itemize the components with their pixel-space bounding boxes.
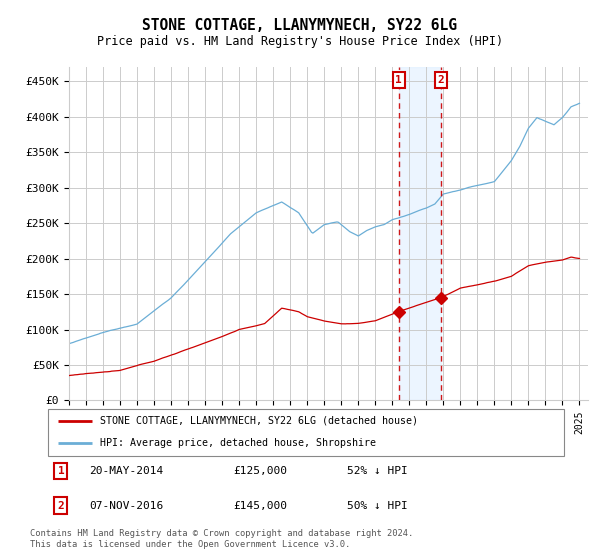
Text: £125,000: £125,000 [234,466,288,476]
Bar [399,67,441,400]
Text: 50% ↓ HPI: 50% ↓ HPI [347,501,408,511]
Text: STONE COTTAGE, LLANYMYNECH, SY22 6LG (detached house): STONE COTTAGE, LLANYMYNECH, SY22 6LG (de… [100,416,418,426]
Text: STONE COTTAGE, LLANYMYNECH, SY22 6LG: STONE COTTAGE, LLANYMYNECH, SY22 6LG [143,18,458,33]
Text: HPI: Average price, detached house, Shropshire: HPI: Average price, detached house, Shro… [100,438,376,448]
Text: Contains HM Land Registry data © Crown copyright and database right 2024.
This d: Contains HM Land Registry data © Crown c… [30,529,413,549]
Text: 1: 1 [395,75,402,85]
Text: 2: 2 [58,501,64,511]
Text: 2: 2 [437,75,444,85]
FancyBboxPatch shape [48,409,564,456]
Text: 20-MAY-2014: 20-MAY-2014 [89,466,164,476]
Text: £145,000: £145,000 [234,501,288,511]
Text: 1: 1 [58,466,64,476]
Text: 52% ↓ HPI: 52% ↓ HPI [347,466,408,476]
Text: 07-NOV-2016: 07-NOV-2016 [89,501,164,511]
Text: Price paid vs. HM Land Registry's House Price Index (HPI): Price paid vs. HM Land Registry's House … [97,35,503,48]
